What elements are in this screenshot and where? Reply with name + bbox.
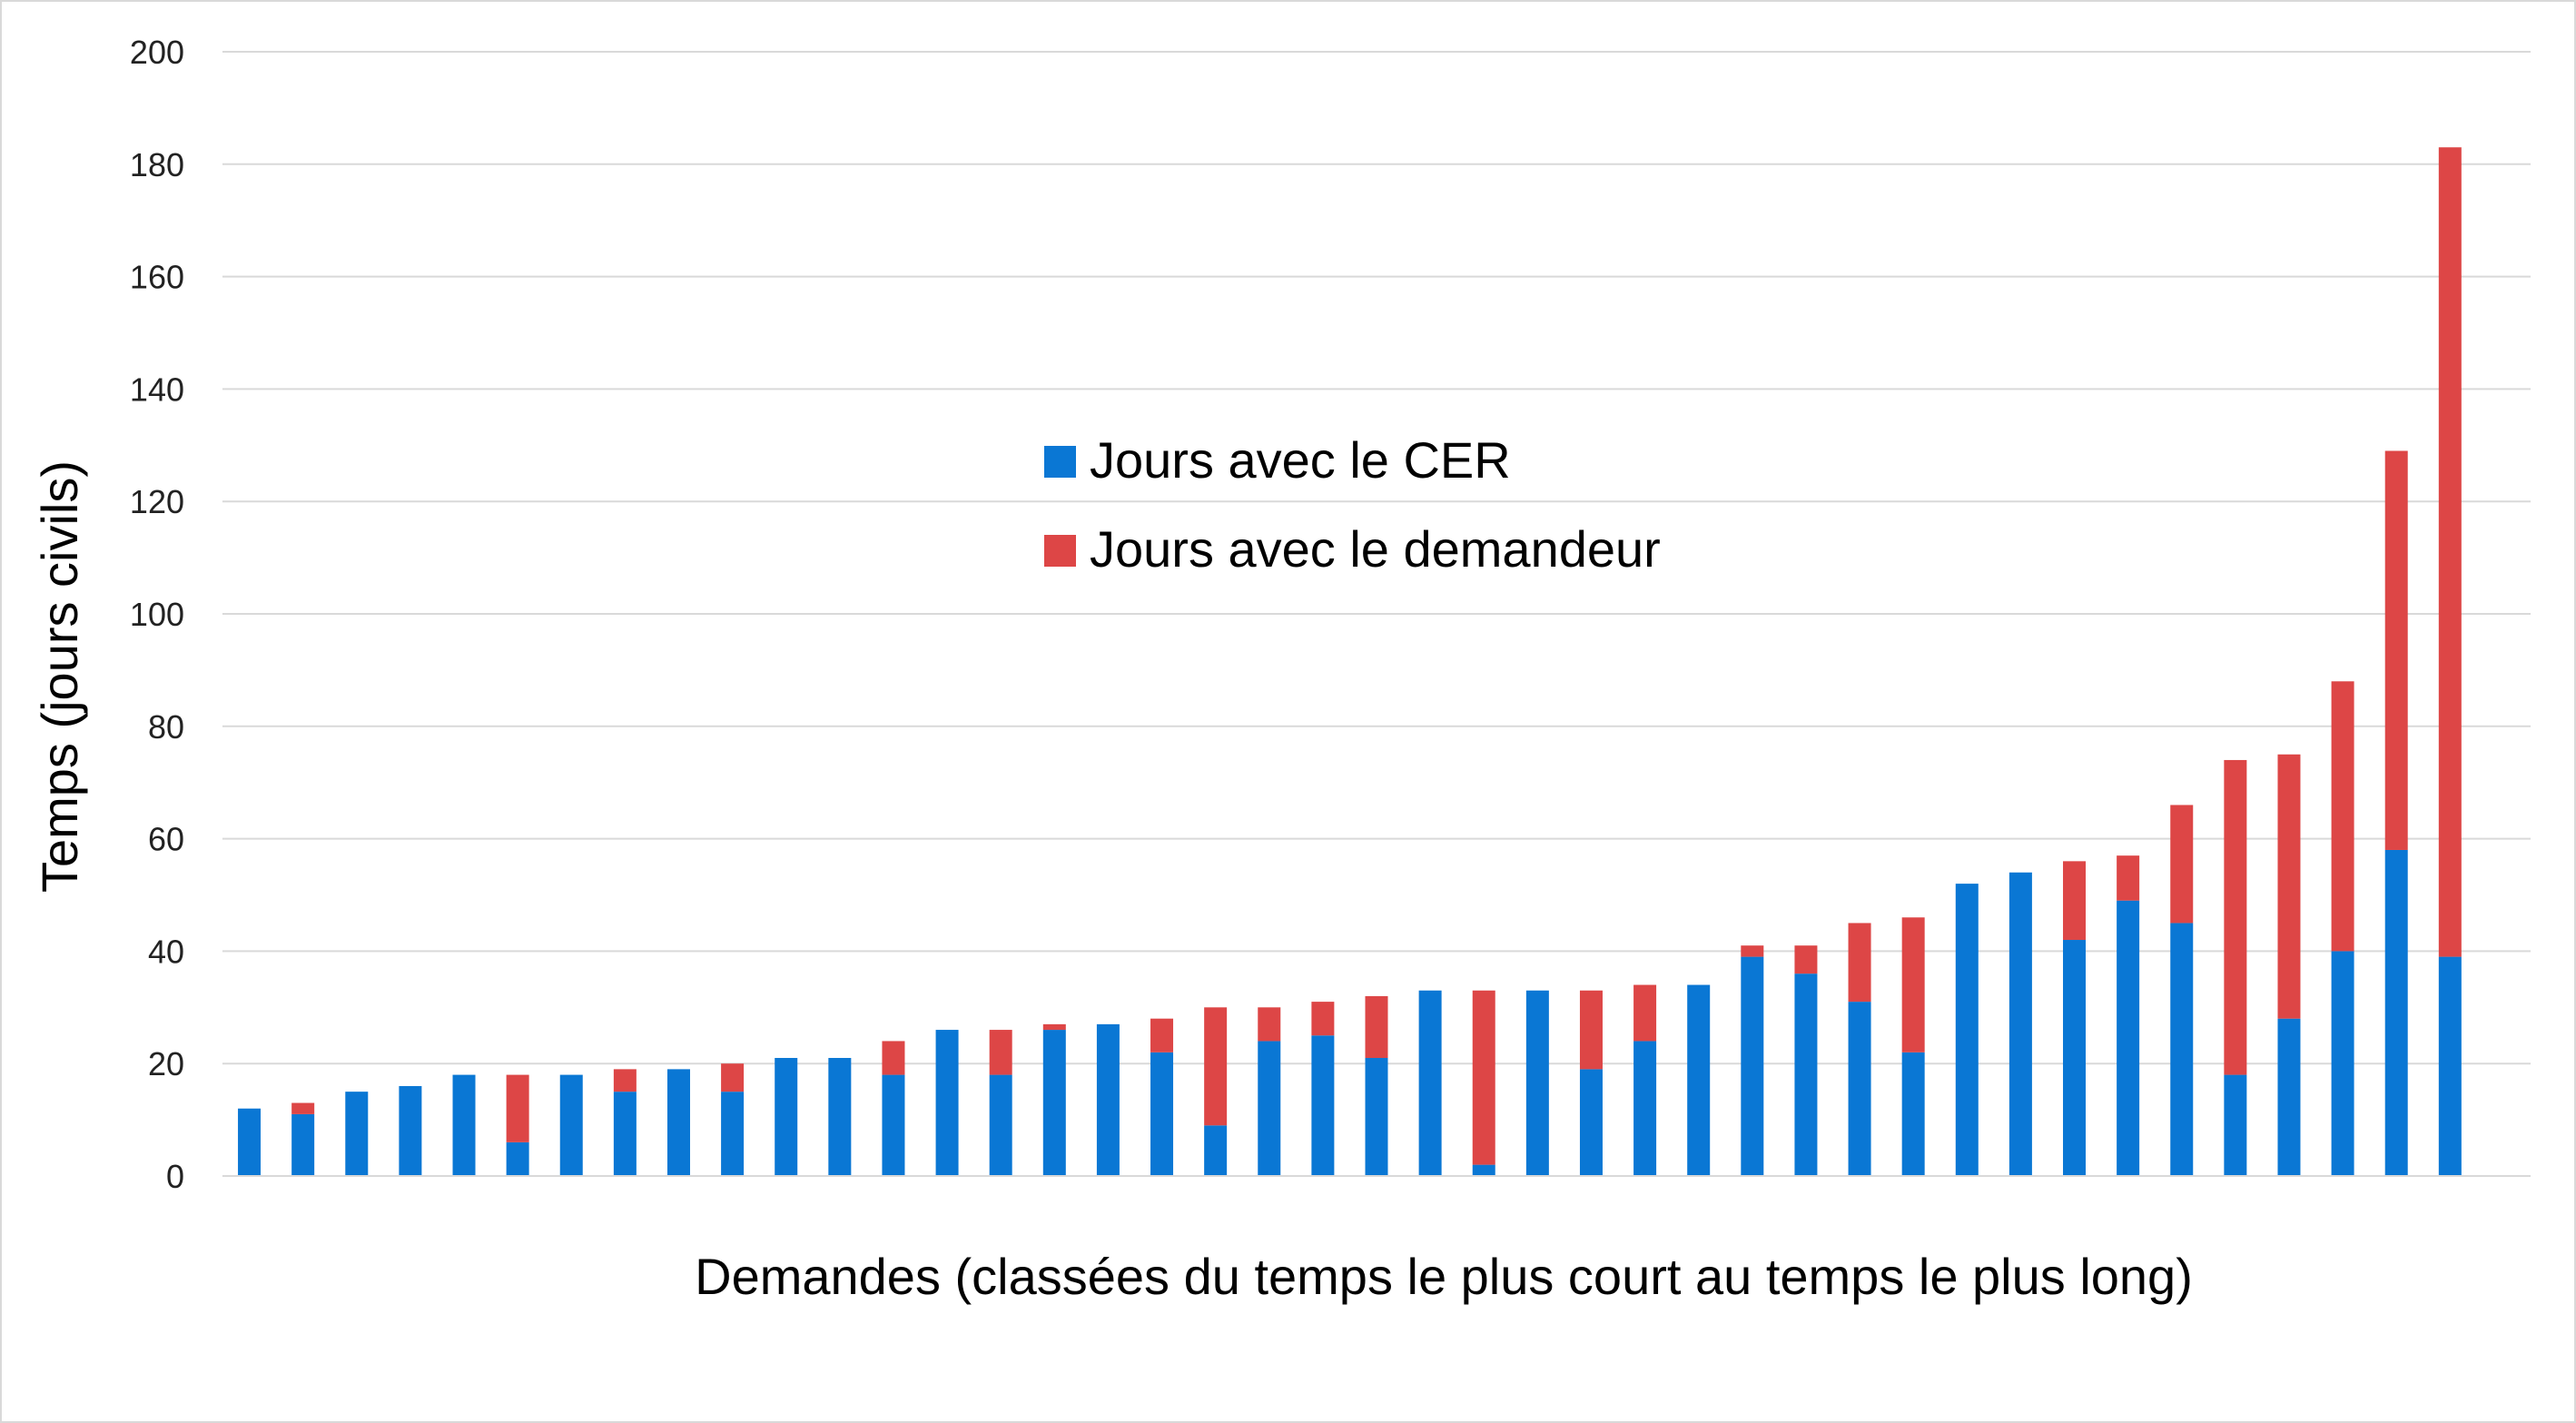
bar-segment-cer <box>345 1092 369 1176</box>
bar-segment-cer <box>238 1108 262 1176</box>
bar-segment-demandeur <box>613 1069 637 1092</box>
y-axis-ticks: 0 20 40 60 80 100 120 140 160 180 200 <box>130 34 184 1195</box>
bar-segment-demandeur <box>1150 1018 1174 1052</box>
bar-segment-cer <box>2384 849 2408 1176</box>
bars <box>238 147 2462 1176</box>
bar-segment-demandeur <box>1204 1007 1228 1126</box>
bar-segment-cer <box>506 1141 529 1176</box>
bar-segment-cer <box>2008 872 2032 1176</box>
y-tick-label: 20 <box>148 1045 184 1082</box>
bar-segment-cer <box>1525 990 1549 1176</box>
bar-segment-cer <box>828 1058 852 1176</box>
legend-item-cer: Jours avec le CER <box>1044 431 1511 489</box>
y-tick-label: 180 <box>130 146 184 183</box>
bar-segment-cer <box>1687 984 1711 1176</box>
bar-segment-cer <box>775 1058 798 1176</box>
legend-item-demandeur: Jours avec le demandeur <box>1044 520 1661 578</box>
bar-segment-demandeur <box>1633 984 1657 1042</box>
y-tick-label: 160 <box>130 259 184 296</box>
y-tick-label: 80 <box>148 708 184 746</box>
bar-segment-cer <box>2331 951 2354 1176</box>
y-tick-label: 40 <box>148 933 184 970</box>
bar-segment-cer <box>2063 940 2087 1176</box>
bar-segment-cer <box>2117 900 2140 1176</box>
legend: Jours avec le CER Jours avec le demandeu… <box>1044 431 1661 578</box>
bar-segment-demandeur <box>1472 990 1495 1165</box>
bar-segment-cer <box>2170 923 2194 1176</box>
y-tick-label: 140 <box>130 371 184 408</box>
bar-segment-demandeur <box>1741 945 1764 957</box>
bar-segment-cer <box>2277 1018 2301 1176</box>
bar-segment-cer <box>1579 1069 1603 1176</box>
bar-segment-demandeur <box>721 1063 745 1092</box>
bar-segment-cer <box>1848 1002 1871 1176</box>
y-tick-label: 120 <box>130 483 184 520</box>
legend-label-demandeur: Jours avec le demandeur <box>1090 520 1661 578</box>
y-tick-label: 200 <box>130 34 184 71</box>
y-tick-label: 100 <box>130 596 184 633</box>
bar-segment-cer <box>1311 1035 1335 1176</box>
bar-segment-cer <box>2224 1074 2247 1176</box>
bar-segment-cer <box>291 1113 315 1176</box>
bar-segment-cer <box>399 1085 422 1176</box>
bar-segment-demandeur <box>506 1074 529 1142</box>
bar-segment-demandeur <box>989 1030 1012 1075</box>
bar-segment-demandeur <box>2170 805 2194 924</box>
bar-segment-demandeur <box>1579 990 1603 1070</box>
legend-swatch-demandeur <box>1044 535 1076 567</box>
bar-segment-cer <box>1096 1023 1120 1176</box>
bar-segment-cer <box>935 1030 959 1176</box>
legend-swatch-cer <box>1044 446 1076 478</box>
bar-segment-demandeur <box>2331 681 2354 952</box>
bar-segment-cer <box>721 1092 745 1176</box>
bar-segment-cer <box>452 1074 476 1176</box>
bar-segment-demandeur <box>2384 450 2408 850</box>
bar-segment-demandeur <box>1901 917 1925 1052</box>
bar-segment-demandeur <box>1311 1002 1335 1036</box>
x-axis-title: Demandes (classées du temps le plus cour… <box>695 1248 2193 1305</box>
bar-segment-cer <box>1955 884 1979 1176</box>
bar-segment-cer <box>1901 1052 1925 1176</box>
bar-segment-cer <box>1794 973 1818 1176</box>
bar-segment-cer <box>1204 1125 1228 1176</box>
bar-segment-cer <box>1150 1052 1174 1176</box>
bar-segment-cer <box>989 1074 1012 1176</box>
y-tick-label: 0 <box>166 1158 184 1195</box>
bar-segment-demandeur <box>2063 861 2087 941</box>
bar-segment-demandeur <box>1365 995 1388 1059</box>
bar-segment-cer <box>559 1074 583 1176</box>
gridlines <box>222 51 2531 1065</box>
bar-segment-demandeur <box>1258 1007 1281 1042</box>
bar-segment-demandeur <box>1794 945 1818 974</box>
bar-segment-demandeur <box>1042 1023 1066 1031</box>
bar-segment-demandeur <box>2438 147 2462 957</box>
bar-segment-demandeur <box>882 1041 905 1075</box>
bar-segment-cer <box>1418 990 1442 1176</box>
bar-segment-cer <box>613 1092 637 1176</box>
y-tick-label: 60 <box>148 821 184 858</box>
bar-segment-cer <box>2438 956 2462 1176</box>
bar-segment-demandeur <box>1848 923 1871 1003</box>
bar-segment-cer <box>1042 1030 1066 1176</box>
bar-segment-cer <box>882 1074 905 1176</box>
bar-segment-demandeur <box>2277 754 2301 1019</box>
bar-segment-cer <box>1633 1041 1657 1176</box>
bar-segment-cer <box>1472 1164 1495 1176</box>
bar-segment-cer <box>666 1069 690 1176</box>
bar-segment-cer <box>1258 1041 1281 1176</box>
y-axis-title: Temps (jours civils) <box>31 460 88 893</box>
bar-segment-demandeur <box>2224 759 2247 1075</box>
bar-segment-demandeur <box>2117 855 2140 901</box>
legend-label-cer: Jours avec le CER <box>1090 431 1511 489</box>
bar-segment-cer <box>1741 956 1764 1176</box>
bar-segment-demandeur <box>291 1102 315 1114</box>
bar-segment-cer <box>1365 1058 1388 1176</box>
